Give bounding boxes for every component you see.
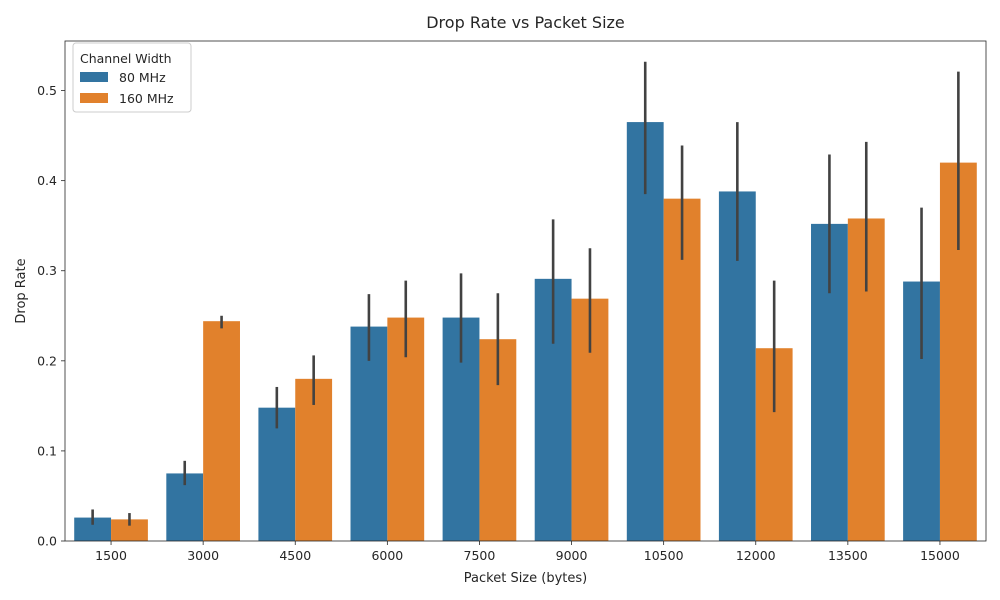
y-tick-label: 0.2: [37, 353, 57, 368]
legend-swatch-80mhz: [80, 72, 108, 82]
y-axis-label: Drop Rate: [14, 258, 29, 323]
x-tick-label: 7500: [464, 548, 496, 563]
bar-160mhz-4500: [295, 378, 333, 541]
x-tick-label: 4500: [279, 548, 311, 563]
y-tick-label: 0.4: [37, 173, 57, 188]
y-tick-label: 0.3: [37, 263, 57, 278]
plot-frame: [64, 40, 987, 542]
x-tick-label: 10500: [644, 548, 684, 563]
y-axis-ticks: 0.0 0.1 0.2 0.3 0.4 0.5: [37, 83, 65, 549]
x-tick-label: 13500: [828, 548, 868, 563]
legend: Channel Width 80 MHz 160 MHz: [72, 42, 192, 113]
x-tick-label: 6000: [371, 548, 403, 563]
y-tick-label: 0.0: [37, 534, 57, 549]
bar-80mhz-4500: [258, 407, 296, 541]
legend-title: Channel Width: [80, 51, 172, 66]
x-tick-label: 9000: [556, 548, 588, 563]
x-tick-label: 15000: [920, 548, 960, 563]
chart-title: Drop Rate vs Packet Size: [426, 13, 625, 32]
bar-160mhz-1500: [111, 519, 148, 541]
x-tick-label: 12000: [736, 548, 776, 563]
bar-80mhz-6000: [350, 326, 388, 541]
x-axis-ticks: 1500 3000 4500 6000 7500 9000 10500 12000 13500 1…: [95, 541, 960, 563]
x-tick-label: 1500: [95, 548, 127, 563]
bar-80mhz-1500: [74, 517, 112, 541]
legend-swatch-160mhz: [80, 93, 108, 103]
x-tick-label: 3000: [187, 548, 219, 563]
legend-label-80mhz: 80 MHz: [119, 70, 166, 85]
bar-160mhz-3000: [203, 321, 240, 541]
legend-label-160mhz: 160 MHz: [119, 91, 174, 106]
y-tick-label: 0.1: [37, 443, 57, 458]
plot-area: [74, 61, 977, 542]
x-axis-label: Packet Size (bytes): [464, 571, 587, 586]
y-tick-label: 0.5: [37, 83, 57, 98]
